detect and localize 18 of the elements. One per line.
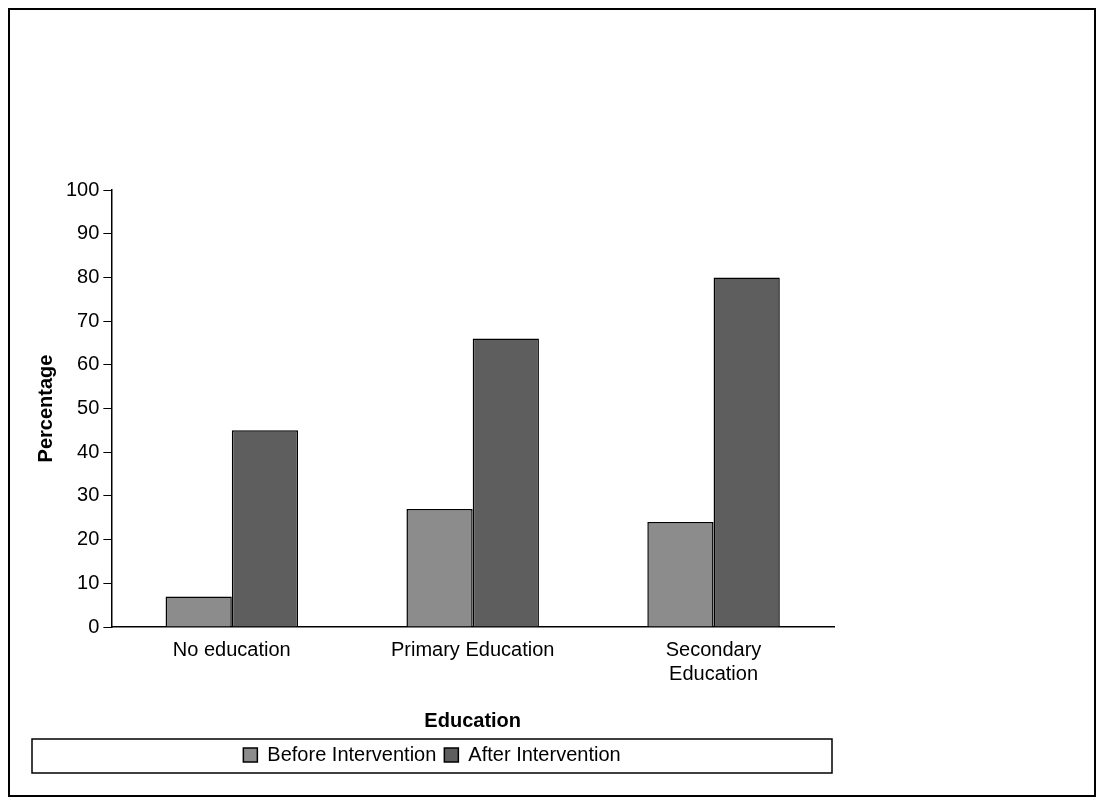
legend-label: After Intervention bbox=[468, 742, 621, 765]
y-tick-label: 90 bbox=[77, 221, 100, 244]
y-tick-label: 50 bbox=[77, 396, 100, 419]
y-tick-label: 40 bbox=[77, 439, 100, 462]
legend-label: Before Intervention bbox=[267, 742, 437, 765]
y-tick-label: 100 bbox=[65, 177, 100, 200]
y-tick-label: 60 bbox=[77, 352, 100, 375]
y-tick-label: 0 bbox=[88, 614, 100, 637]
x-tick-label: Primary Education bbox=[390, 637, 555, 660]
x-tick-label: No education bbox=[172, 637, 291, 660]
y-tick-label: 30 bbox=[77, 483, 100, 506]
y-tick-label: 70 bbox=[77, 308, 100, 331]
y-axis-title: Percentage bbox=[33, 354, 56, 463]
y-tick-label: 10 bbox=[77, 570, 100, 593]
x-axis-title: Education bbox=[424, 708, 522, 731]
x-tick-label: Secondary Education bbox=[665, 637, 762, 684]
y-tick-label: 80 bbox=[77, 264, 100, 287]
y-tick-label: 20 bbox=[77, 527, 100, 550]
